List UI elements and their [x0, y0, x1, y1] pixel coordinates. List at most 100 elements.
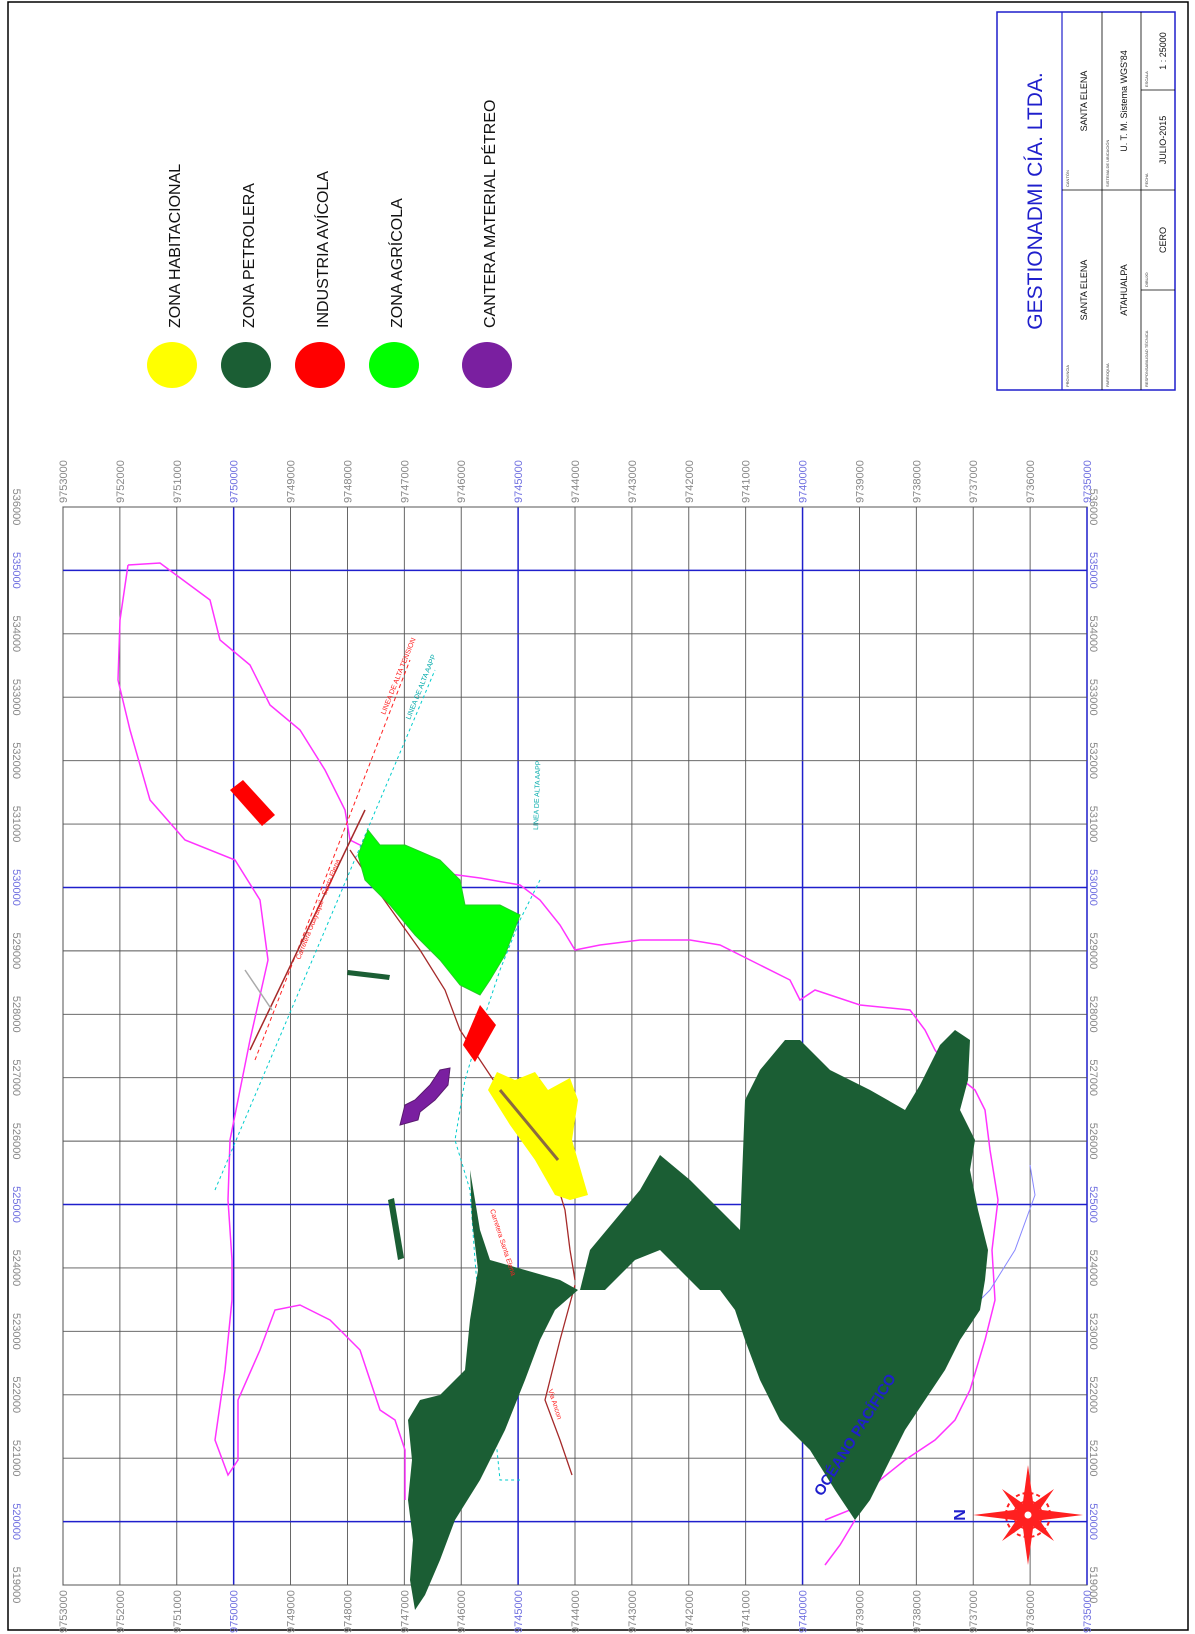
easting-label-right: 530000	[1087, 869, 1099, 906]
legend-swatch	[369, 342, 419, 388]
road-via-ancon	[544, 1284, 576, 1476]
easting-label-right: 536000	[1087, 489, 1099, 526]
northing-label-top: 9738000	[911, 460, 923, 503]
easting-label-left: 525000	[10, 1186, 22, 1223]
northing-label-top: 9746000	[456, 460, 468, 503]
title-cell-label: SISTEMA DE UBICACIÓN	[1105, 140, 1110, 187]
northing-label-top: 9748000	[342, 460, 354, 503]
label-road-via-ancon: Via Ancon	[546, 1388, 562, 1420]
northing-label-bottom: 9752000	[115, 1590, 127, 1633]
easting-label-left: 526000	[10, 1123, 22, 1160]
title-cell-value: CERO	[1158, 227, 1168, 253]
northing-label-top: 9737000	[968, 460, 980, 503]
legend-label: CANTERA MATERIAL PÉTREO	[480, 100, 499, 328]
easting-label-right: 535000	[1087, 552, 1099, 589]
zona-agricola-area	[357, 829, 521, 996]
northing-label-top: 9744000	[570, 460, 582, 503]
easting-label-left: 531000	[10, 806, 22, 843]
industria-avicola-area-2	[463, 1005, 496, 1062]
northing-label-bottom: 9740000	[798, 1590, 810, 1633]
title-cell-value: SANTA ELENA	[1079, 71, 1089, 132]
title-cell-label: DIBUJO	[1144, 272, 1149, 287]
easting-label-right: 533000	[1087, 679, 1099, 716]
northing-label-bottom: 9744000	[570, 1590, 582, 1633]
northing-label-top: 9747000	[399, 460, 411, 503]
northing-label-bottom: 9739000	[854, 1590, 866, 1633]
easting-label-left: 527000	[10, 1059, 22, 1096]
title-cell-value: SANTA ELENA	[1079, 260, 1089, 321]
cantera-area	[399, 1067, 451, 1126]
northing-label-top: 9741000	[741, 460, 753, 503]
easting-label-left: 519000	[10, 1567, 22, 1604]
northing-label-bottom: 9745000	[513, 1590, 525, 1633]
road-gray	[244, 969, 273, 1011]
easting-label-left: 523000	[10, 1313, 22, 1350]
easting-label-right: 534000	[1087, 615, 1099, 652]
easting-label-left: 535000	[10, 552, 22, 589]
aapp-line	[214, 669, 436, 1191]
easting-label-right: 526000	[1087, 1123, 1099, 1160]
northing-label-top: 9745000	[513, 460, 525, 503]
title-cell-value: U. T. M. Sistema WGS'84	[1119, 50, 1129, 152]
label-aapp-north: LINEA DE ALTA AAPP	[405, 653, 438, 720]
label-aapp-east: LINEA DE ALTA AAPP	[533, 760, 542, 830]
grid-labels: 9753000 9753000 9752000 9752000 9751000 97510…	[10, 460, 1099, 1633]
northing-label-bottom: 9749000	[286, 1590, 298, 1633]
road-santa-elena	[349, 849, 576, 1281]
easting-label-right: 532000	[1087, 742, 1099, 779]
northing-label-top: 9742000	[684, 460, 696, 503]
northing-label-bottom: 9736000	[1025, 1590, 1037, 1633]
compass-rose-icon	[973, 1465, 1083, 1565]
easting-label-right: 521000	[1087, 1440, 1099, 1477]
northing-label-top: 9736000	[1025, 460, 1037, 503]
easting-label-left: 530000	[10, 869, 22, 906]
title-cell-value: ATAHUALPA	[1119, 264, 1129, 316]
legend-swatch	[295, 342, 345, 388]
aapp-line-east	[454, 879, 541, 1481]
easting-label-left: 528000	[10, 996, 22, 1033]
legend-label: ZONA PETROLERA	[241, 183, 258, 328]
easting-label-right: 531000	[1087, 806, 1099, 843]
easting-label-left: 522000	[10, 1376, 22, 1413]
map-features: LINEA DE ALTA TENSION LINEA DE ALTA AAPP…	[117, 562, 1036, 1610]
study-area-boundary-west	[117, 564, 406, 1500]
northing-label-bottom: 9747000	[399, 1590, 411, 1633]
legend-label: INDUSTRIA AVÍCOLA	[313, 171, 332, 328]
easting-label-right: 519000	[1087, 1567, 1099, 1604]
legend-label: ZONA HABITACIONAL	[167, 164, 184, 328]
northing-label-top: 9751000	[172, 460, 184, 503]
easting-label-left: 533000	[10, 679, 22, 716]
northing-label-bottom: 9735000	[1082, 1590, 1094, 1633]
zona-petrolera-strip-2	[388, 1198, 404, 1260]
northing-label-bottom: 9741000	[741, 1590, 753, 1633]
northing-label-bottom: 9748000	[342, 1590, 354, 1633]
legend-label: ZONA AGRÍCOLA	[387, 198, 406, 328]
easting-label-right: 528000	[1087, 996, 1099, 1033]
northing-label-top: 9750000	[229, 460, 241, 503]
zona-petrolera-area-east	[580, 1030, 988, 1520]
northing-label-top: 9743000	[627, 460, 639, 503]
study-area-boundary	[127, 562, 999, 1521]
company-name: GESTIONADMI CÍA. LTDA.	[1024, 72, 1047, 329]
title-cell-label: PARROQUIA	[1105, 363, 1110, 387]
easting-label-left: 532000	[10, 742, 22, 779]
high-tension-line	[254, 659, 411, 1061]
easting-label-left: 520000	[10, 1503, 22, 1540]
road-inside-habitacional	[498, 1089, 560, 1161]
easting-label-right: 527000	[1087, 1059, 1099, 1096]
easting-label-right: 529000	[1087, 933, 1099, 970]
northing-label-top: 9753000	[58, 460, 70, 503]
title-cell-value: 1 : 25000	[1158, 32, 1168, 70]
easting-label-right: 525000	[1087, 1186, 1099, 1223]
northing-label-top: 9739000	[854, 460, 866, 503]
northing-label-bottom: 9751000	[172, 1590, 184, 1633]
northing-label-bottom: 9743000	[627, 1590, 639, 1633]
northing-label-top: 9740000	[798, 460, 810, 503]
title-cell-label: CANTÓN	[1065, 170, 1070, 187]
title-cell-value: JULIO-2015	[1158, 116, 1168, 165]
title-cell-label: ESCALA	[1144, 71, 1149, 87]
easting-label-left: 529000	[10, 933, 22, 970]
easting-label-left: 521000	[10, 1440, 22, 1477]
easting-label-left: 534000	[10, 615, 22, 652]
